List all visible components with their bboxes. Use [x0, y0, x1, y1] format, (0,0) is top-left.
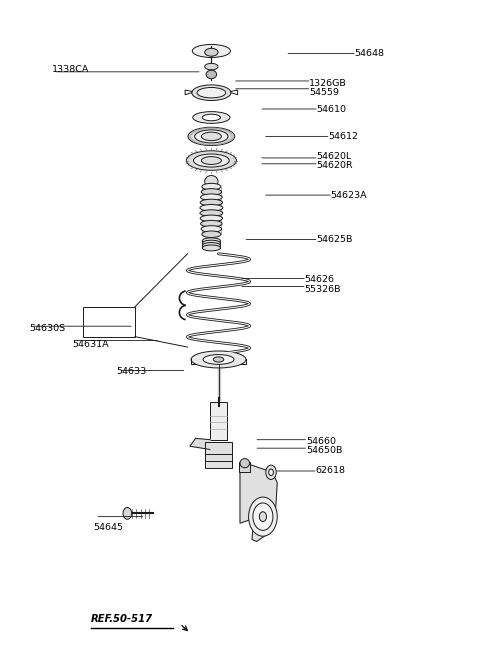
Bar: [239, 462, 250, 472]
Ellipse shape: [200, 210, 223, 216]
Ellipse shape: [201, 157, 221, 164]
Ellipse shape: [202, 238, 220, 244]
Ellipse shape: [188, 127, 235, 145]
Ellipse shape: [195, 130, 228, 143]
Ellipse shape: [200, 199, 223, 206]
Ellipse shape: [193, 111, 230, 123]
Text: 54559: 54559: [309, 88, 339, 97]
Ellipse shape: [203, 354, 234, 364]
Text: 62618: 62618: [315, 466, 346, 476]
Text: 54610: 54610: [316, 105, 347, 113]
Ellipse shape: [213, 357, 224, 362]
Text: 54631A: 54631A: [72, 340, 108, 349]
Text: 54650B: 54650B: [306, 446, 342, 455]
Text: 1338CA: 1338CA: [51, 66, 89, 75]
Text: 55326B: 55326B: [304, 284, 341, 293]
Ellipse shape: [193, 154, 229, 167]
Bar: [210, 402, 227, 440]
Text: 54625B: 54625B: [316, 235, 353, 244]
Ellipse shape: [197, 88, 226, 98]
Ellipse shape: [186, 151, 237, 170]
Polygon shape: [190, 438, 210, 449]
Text: 54633: 54633: [116, 367, 146, 377]
Ellipse shape: [204, 48, 218, 56]
Ellipse shape: [123, 508, 132, 519]
Ellipse shape: [249, 497, 277, 536]
Text: 54626: 54626: [304, 275, 335, 284]
Ellipse shape: [253, 503, 273, 531]
Text: 1326GB: 1326GB: [309, 79, 347, 88]
Text: 54612: 54612: [328, 132, 358, 141]
Text: 54660: 54660: [306, 437, 336, 446]
Ellipse shape: [240, 458, 250, 468]
Text: 54620R: 54620R: [316, 161, 353, 170]
Ellipse shape: [201, 226, 222, 233]
Ellipse shape: [202, 245, 220, 251]
Ellipse shape: [201, 194, 222, 200]
Ellipse shape: [266, 465, 276, 479]
Ellipse shape: [204, 64, 218, 70]
Text: 54645: 54645: [93, 523, 123, 533]
Ellipse shape: [202, 231, 221, 238]
Ellipse shape: [259, 512, 266, 521]
Text: 54630S: 54630S: [29, 324, 65, 333]
Text: 54620L: 54620L: [316, 152, 352, 161]
Ellipse shape: [200, 215, 223, 221]
Ellipse shape: [201, 189, 222, 195]
Ellipse shape: [202, 114, 220, 121]
Ellipse shape: [192, 85, 231, 100]
Ellipse shape: [206, 70, 216, 79]
Ellipse shape: [204, 176, 218, 187]
Text: 54648: 54648: [355, 49, 384, 58]
Bar: [205, 441, 232, 468]
Ellipse shape: [202, 242, 220, 248]
Ellipse shape: [201, 220, 222, 227]
Ellipse shape: [191, 351, 246, 368]
Ellipse shape: [269, 469, 274, 476]
Bar: [83, 307, 135, 337]
Ellipse shape: [201, 132, 221, 141]
Polygon shape: [240, 464, 277, 542]
Ellipse shape: [202, 183, 221, 190]
Ellipse shape: [200, 204, 223, 211]
Text: REF.50-517: REF.50-517: [91, 614, 153, 624]
Ellipse shape: [192, 45, 230, 58]
Text: 54623A: 54623A: [331, 191, 367, 200]
Ellipse shape: [202, 240, 220, 246]
